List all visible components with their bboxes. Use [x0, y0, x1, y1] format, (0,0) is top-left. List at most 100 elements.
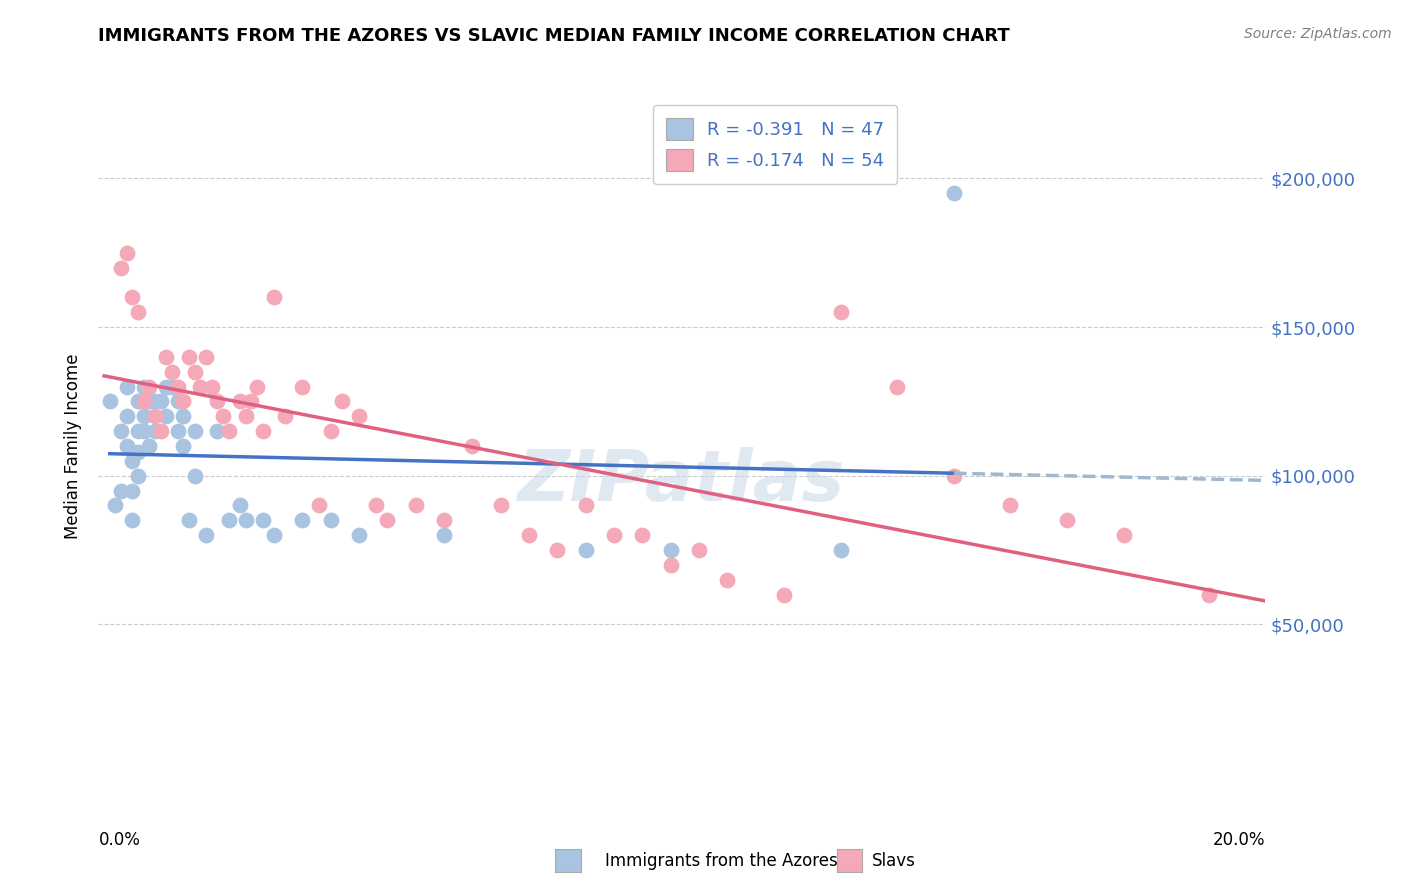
Point: [830, 305, 852, 319]
Point: [274, 409, 297, 424]
Point: [347, 409, 370, 424]
Point: [132, 409, 155, 424]
Point: [183, 365, 205, 379]
Point: [172, 394, 194, 409]
Point: [364, 499, 387, 513]
Point: [207, 424, 229, 438]
Point: [138, 439, 160, 453]
Point: [132, 394, 155, 409]
Point: [195, 350, 218, 364]
Point: [886, 379, 908, 393]
Point: [319, 513, 342, 527]
Text: ZIPatlas: ZIPatlas: [519, 447, 845, 516]
Point: [575, 499, 598, 513]
Point: [229, 499, 252, 513]
Point: [104, 499, 127, 513]
Point: [235, 409, 257, 424]
Point: [319, 424, 342, 438]
Point: [155, 409, 177, 424]
Point: [127, 305, 149, 319]
Point: [603, 528, 626, 542]
Point: [246, 379, 269, 393]
Point: [183, 424, 205, 438]
Point: [263, 290, 285, 304]
Point: [121, 454, 143, 468]
Text: 0.0%: 0.0%: [98, 831, 141, 849]
Point: [308, 499, 330, 513]
Point: [177, 513, 200, 527]
Point: [143, 394, 166, 409]
Point: [115, 439, 138, 453]
Point: [166, 379, 188, 393]
Point: [155, 379, 177, 393]
Point: [127, 468, 149, 483]
Point: [240, 394, 263, 409]
Text: Slavs: Slavs: [872, 852, 915, 870]
Point: [143, 424, 166, 438]
Point: [98, 394, 121, 409]
Y-axis label: Median Family Income: Median Family Income: [65, 353, 83, 539]
Text: 20.0%: 20.0%: [1213, 831, 1265, 849]
Text: Source: ZipAtlas.com: Source: ZipAtlas.com: [1244, 27, 1392, 41]
Point: [115, 245, 138, 260]
Point: [252, 424, 274, 438]
Point: [132, 379, 155, 393]
Point: [121, 483, 143, 498]
Point: [110, 260, 132, 275]
Point: [291, 379, 314, 393]
Point: [172, 409, 194, 424]
Point: [149, 424, 172, 438]
Point: [347, 528, 370, 542]
Point: [212, 409, 235, 424]
Point: [127, 445, 149, 459]
Point: [546, 543, 568, 558]
Point: [229, 394, 252, 409]
Text: Immigrants from the Azores: Immigrants from the Azores: [605, 852, 838, 870]
Point: [138, 379, 160, 393]
Point: [517, 528, 540, 542]
Point: [773, 588, 796, 602]
Point: [716, 573, 738, 587]
Point: [235, 513, 257, 527]
Point: [195, 528, 218, 542]
Point: [433, 513, 456, 527]
Point: [631, 528, 654, 542]
Point: [149, 394, 172, 409]
Point: [461, 439, 484, 453]
Point: [575, 543, 598, 558]
Point: [1056, 513, 1078, 527]
Point: [688, 543, 710, 558]
Point: [330, 394, 353, 409]
Point: [375, 513, 398, 527]
Point: [172, 439, 194, 453]
Point: [830, 543, 852, 558]
Point: [160, 379, 183, 393]
Point: [659, 558, 682, 572]
Legend: R = -0.391   N = 47, R = -0.174   N = 54: R = -0.391 N = 47, R = -0.174 N = 54: [654, 105, 897, 184]
Point: [110, 483, 132, 498]
Point: [143, 409, 166, 424]
Point: [405, 499, 427, 513]
Point: [1000, 499, 1022, 513]
Point: [166, 394, 188, 409]
Point: [942, 186, 965, 201]
Point: [942, 468, 965, 483]
Point: [127, 424, 149, 438]
Point: [121, 513, 143, 527]
Point: [1112, 528, 1135, 542]
Point: [121, 290, 143, 304]
Point: [1198, 588, 1220, 602]
Point: [160, 365, 183, 379]
Point: [115, 379, 138, 393]
Point: [183, 468, 205, 483]
Point: [433, 528, 456, 542]
Point: [263, 528, 285, 542]
Point: [252, 513, 274, 527]
Point: [166, 424, 188, 438]
Point: [177, 350, 200, 364]
Point: [659, 543, 682, 558]
Point: [110, 424, 132, 438]
Point: [138, 394, 160, 409]
Point: [291, 513, 314, 527]
Point: [201, 379, 224, 393]
